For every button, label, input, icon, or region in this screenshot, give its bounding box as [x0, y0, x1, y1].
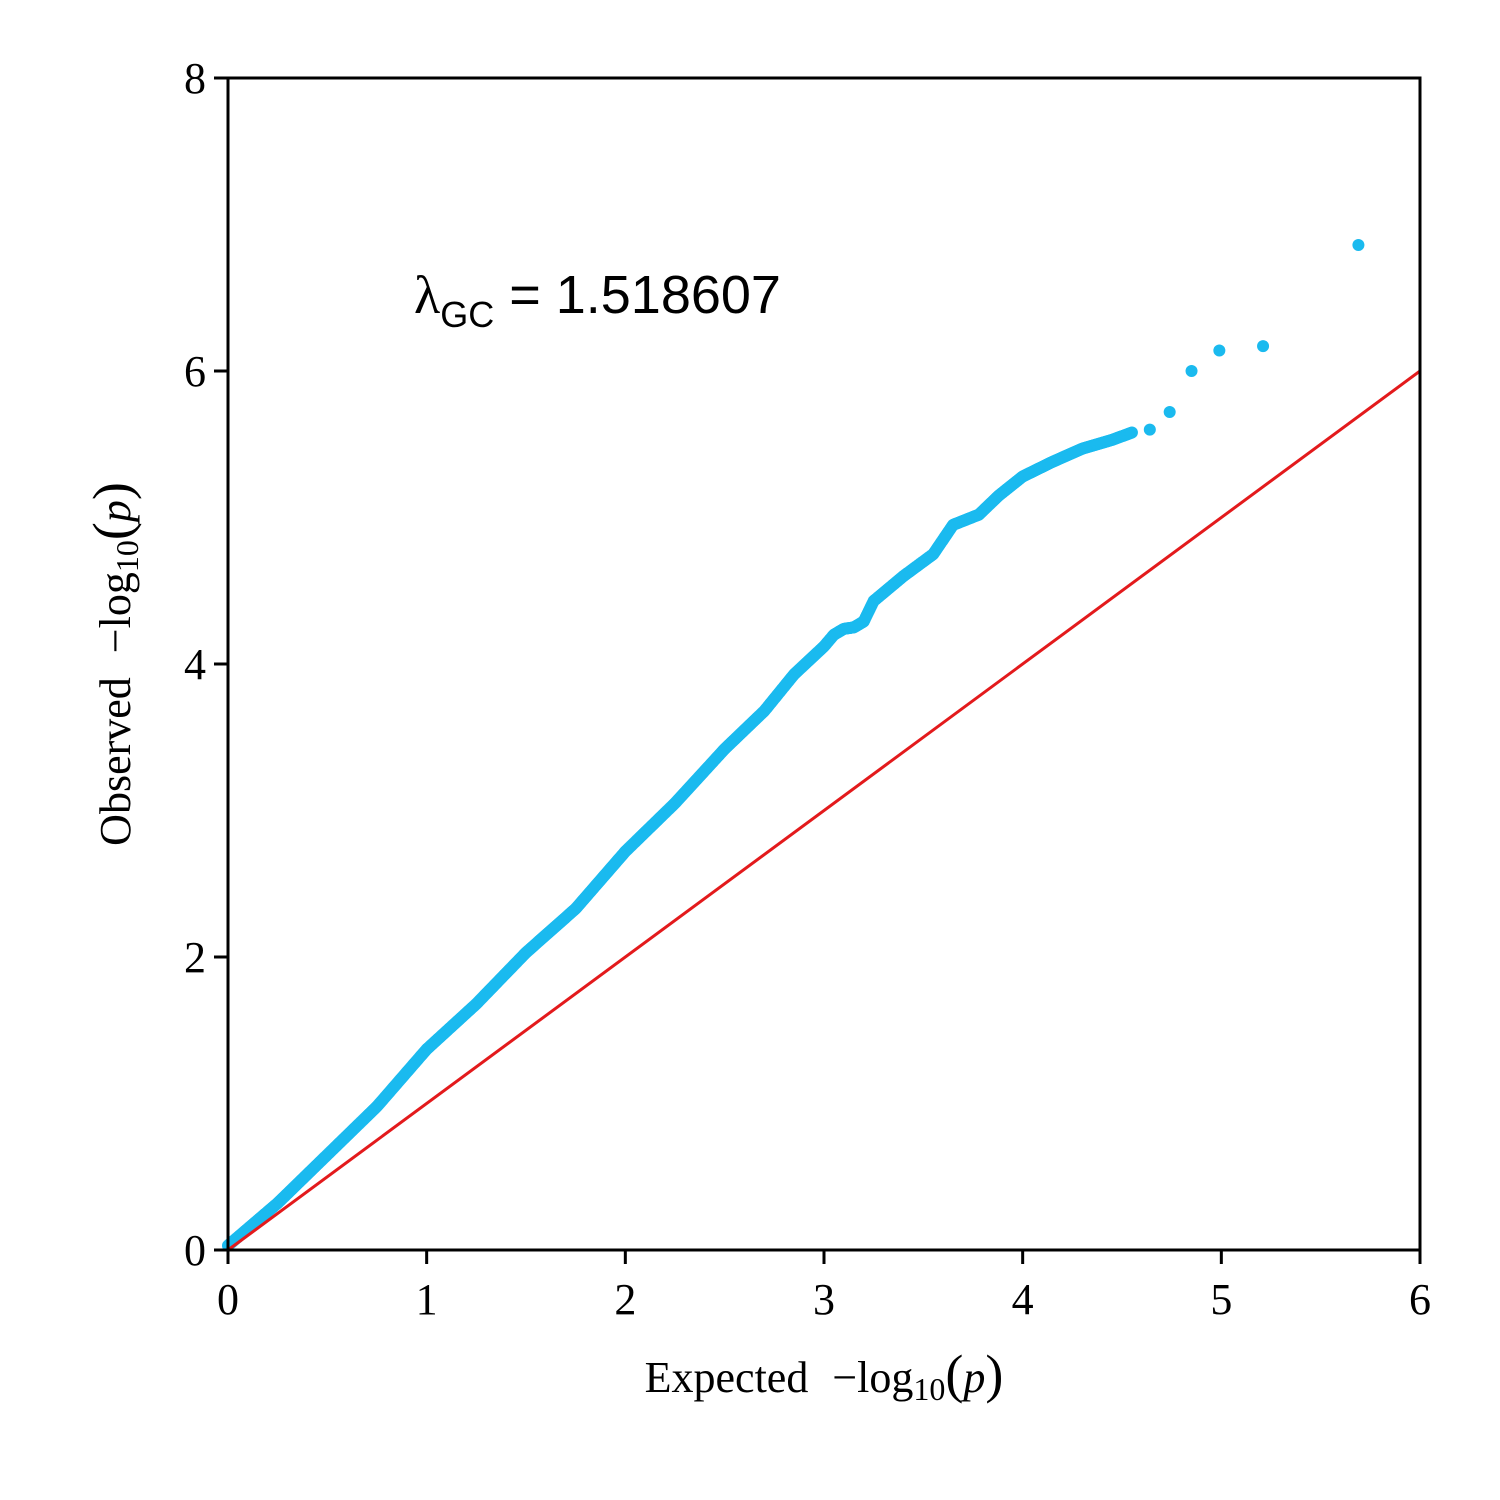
lambda-gc-annotation: λGC = 1.518607 [414, 265, 781, 335]
y-axis-title-close-paren: ) [82, 482, 142, 500]
x-axis-title-close-paren: ) [985, 1344, 1003, 1404]
data-point [1143, 423, 1156, 436]
lambda-symbol: λ [414, 265, 440, 325]
y-tick-label: 8 [184, 54, 206, 103]
data-point [1185, 365, 1198, 377]
y-axis-title-arg: p [91, 500, 140, 525]
x-tick-label: 0 [217, 1275, 239, 1324]
points-layer [222, 239, 1365, 1252]
y-tick-label: 0 [184, 1226, 206, 1275]
data-point [1213, 344, 1226, 357]
x-tick-label: 3 [813, 1275, 835, 1324]
data-point [1125, 426, 1138, 439]
lambda-subscript: GC [440, 294, 494, 335]
x-tick-label: 6 [1409, 1275, 1431, 1324]
x-tick-label: 2 [614, 1275, 636, 1324]
y-tick-label: 2 [184, 933, 206, 982]
y-axis-title-func: −log [91, 572, 140, 653]
y-axis-title-sub: 10 [109, 540, 145, 572]
y-tick-label: 6 [184, 347, 206, 396]
y-axis-title-open-paren: ( [82, 522, 142, 540]
data-point [1257, 340, 1270, 353]
y-axis-title-text: Observed [91, 677, 140, 846]
x-axis-title-func: −log [832, 1353, 913, 1402]
x-axis-title: Expected −log10(p) [645, 1344, 1004, 1407]
data-point [1352, 239, 1365, 252]
x-tick-label: 4 [1012, 1275, 1034, 1324]
plot-frame [226, 76, 1422, 1252]
x-axis-title-text: Expected [645, 1353, 809, 1402]
x-tick-label: 1 [416, 1275, 438, 1324]
lambda-value: = 1.518607 [494, 265, 781, 325]
y-tick-label: 4 [184, 640, 206, 689]
data-point [1163, 406, 1176, 419]
x-axis-title-open-paren: ( [945, 1344, 963, 1404]
axis-ticks: 0 1 2 3 4 5 6 0 2 4 6 8 [184, 54, 1431, 1324]
x-tick-label: 5 [1210, 1275, 1232, 1324]
y-axis-title: Observed −log10(p) [82, 482, 145, 846]
x-axis-title-sub: 10 [913, 1371, 945, 1407]
x-axis-title-arg: p [960, 1353, 985, 1402]
reference-line [227, 369, 1421, 1252]
